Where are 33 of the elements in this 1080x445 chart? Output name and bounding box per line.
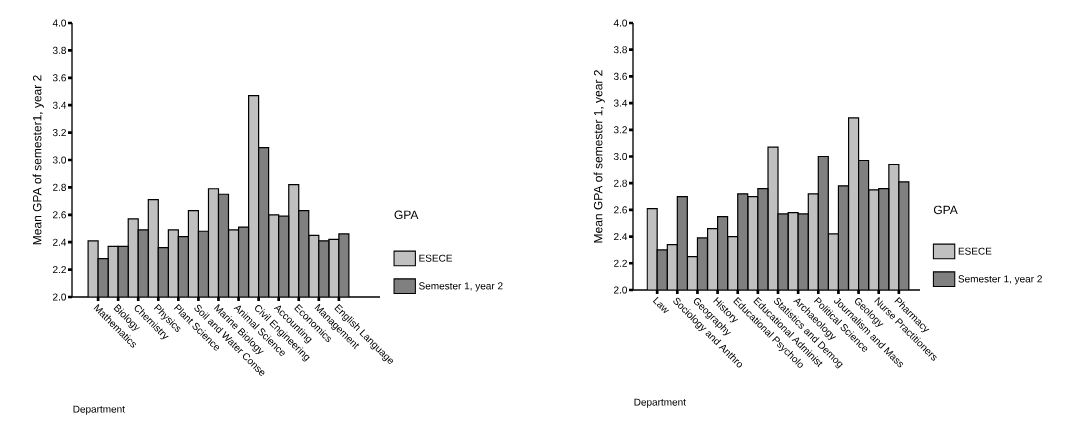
legend-title: GPA: [394, 210, 419, 220]
y-tick-label: 2.2: [614, 259, 627, 267]
y-axis-title: Mean GPA of semester1, year 2: [32, 75, 44, 245]
y-tick-label: 2.4: [53, 238, 67, 246]
y-tick-label: 2.2: [53, 266, 66, 274]
y-tick-label: 2.8: [53, 183, 66, 191]
y-tick-label: 3.6: [52, 74, 66, 82]
legend-label: Semester 1, year 2: [958, 275, 1042, 285]
x-axis-title: Department: [73, 405, 125, 415]
y-tick-label: 2.4: [614, 233, 628, 241]
x-axis-title: Department: [634, 398, 686, 408]
y-tick-label: 2.0: [53, 293, 67, 301]
y-tick-label: 2.6: [53, 211, 66, 219]
y-tick-label: 3.2: [52, 129, 66, 137]
y-axis-title: Mean GPA of semester 1, year 2: [593, 70, 605, 243]
y-tick-label: 3.2: [613, 126, 627, 134]
y-tick-label: 4.0: [52, 19, 67, 27]
legend-label: ESECE: [419, 254, 453, 262]
y-tick-label: 3.0: [52, 156, 67, 164]
legend-label: ESECE: [958, 247, 992, 255]
y-tick-label: 4.0: [613, 19, 628, 27]
y-tick-label: 3.8: [52, 46, 66, 54]
y-tick-label: 2.6: [614, 206, 627, 214]
y-tick-label: 3.0: [613, 152, 628, 161]
y-tick-label: 3.6: [613, 72, 627, 80]
y-tick-label: 2.0: [614, 286, 628, 294]
x-tick-label: Law: [652, 296, 670, 314]
legend-title: GPA: [933, 205, 958, 215]
y-tick-label: 3.8: [613, 46, 627, 54]
y-tick-label: 2.8: [614, 179, 627, 187]
legend-label: Semester 1, year 2: [419, 282, 503, 292]
y-tick-label: 3.4: [613, 99, 628, 107]
y-tick-label: 3.4: [52, 101, 67, 109]
